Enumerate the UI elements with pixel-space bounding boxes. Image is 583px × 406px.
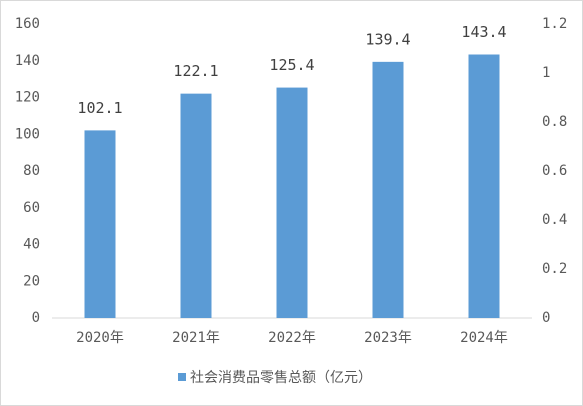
bar [180,93,212,318]
x-tick-label: 2020年 [76,330,124,346]
y2-tick-label: 0.2 [542,261,567,277]
x-tick-label: 2022年 [268,330,316,346]
bar [372,61,404,318]
y2-tick-label: 0.4 [542,212,567,228]
x-tick-label: 2023年 [364,330,412,346]
y-tick-label: 80 [23,163,40,179]
y2-tick-label: 0.6 [542,163,567,179]
y2-tick-label: 1.2 [542,16,567,32]
y-tick-label: 40 [23,237,40,253]
y-tick-label: 20 [23,273,40,289]
bar [276,87,308,318]
x-tick-label: 2024年 [460,330,508,346]
bar [84,130,116,318]
data-label: 125.4 [269,56,314,74]
legend-swatch [178,373,186,381]
data-label: 102.1 [77,99,122,117]
y-tick-label: 60 [23,200,40,216]
data-label: 143.4 [461,23,506,41]
legend-label: 社会消费品零售总额（亿元） [190,370,372,386]
data-label: 122.1 [173,62,218,80]
y-tick-label: 140 [15,53,40,69]
x-tick-label: 2021年 [172,330,220,346]
y-tick-label: 160 [15,16,40,32]
y2-tick-label: 0 [542,310,550,326]
y-tick-label: 100 [15,126,40,142]
bar [468,54,500,318]
y2-tick-label: 1 [542,65,550,81]
y2-tick-label: 0.8 [542,114,567,130]
y-tick-label: 120 [15,90,40,106]
data-label: 139.4 [365,30,410,48]
y-tick-label: 0 [32,310,40,326]
